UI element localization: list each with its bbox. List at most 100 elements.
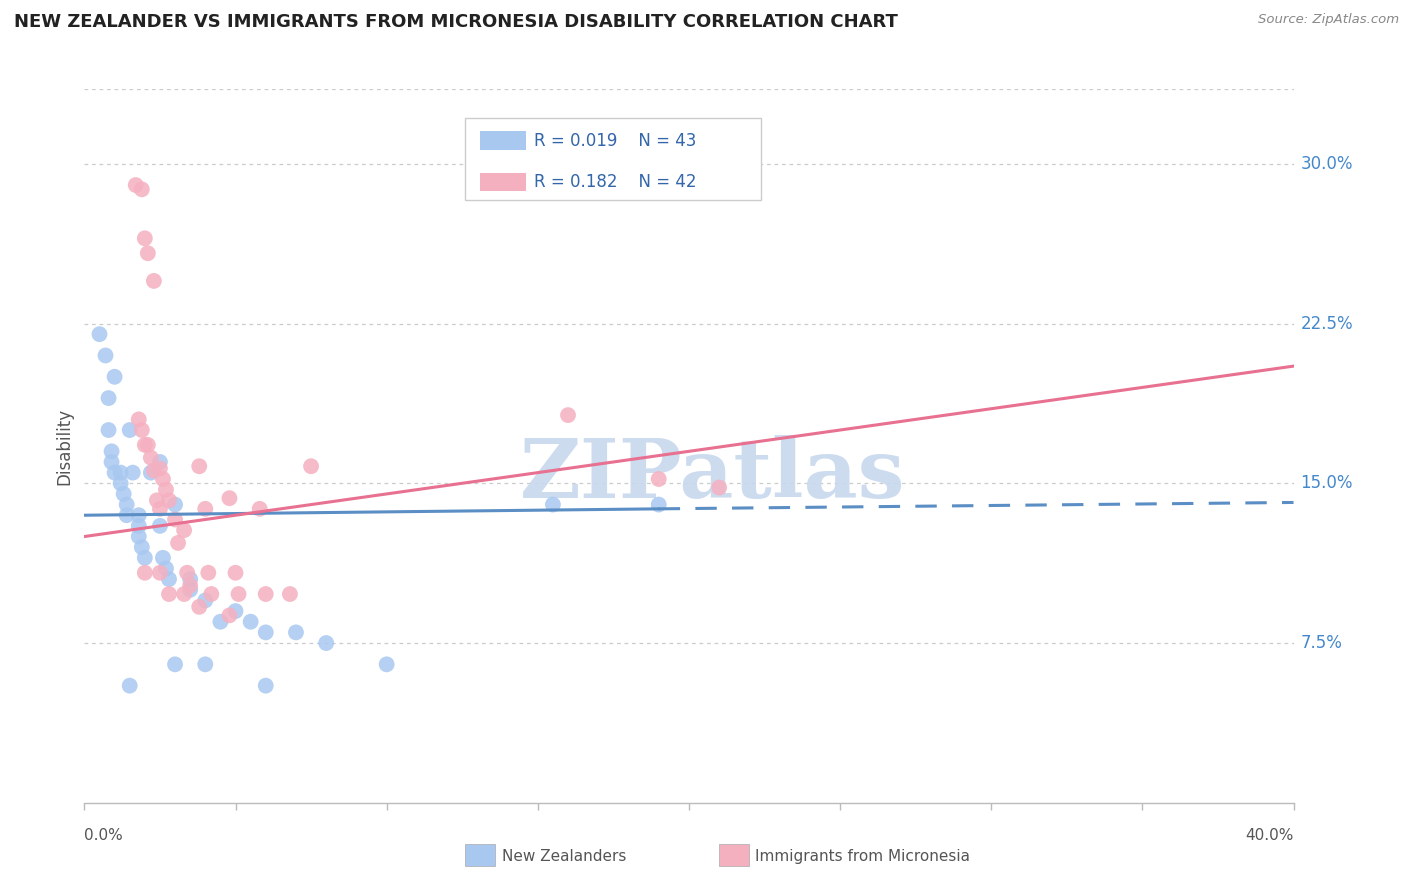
Text: 22.5%: 22.5% — [1301, 315, 1353, 333]
Point — [149, 501, 172, 516]
Text: New Zealanders: New Zealanders — [502, 849, 626, 863]
Point — [218, 608, 240, 623]
Point — [131, 540, 153, 554]
Point — [157, 493, 180, 508]
Point — [134, 550, 156, 565]
Text: ZIPatlas: ZIPatlas — [520, 434, 905, 515]
Text: 30.0%: 30.0% — [1301, 154, 1353, 173]
Point — [225, 566, 247, 580]
Y-axis label: Disability: Disability — [55, 408, 73, 484]
Point — [128, 519, 150, 533]
Point — [142, 274, 165, 288]
Point — [188, 459, 211, 474]
Point — [194, 593, 217, 607]
Point — [149, 455, 172, 469]
Point — [134, 231, 156, 245]
Point — [173, 587, 195, 601]
Point — [209, 615, 232, 629]
Text: R = 0.019    N = 43: R = 0.019 N = 43 — [534, 132, 696, 150]
Point — [254, 679, 277, 693]
Text: R = 0.182    N = 42: R = 0.182 N = 42 — [534, 173, 696, 191]
FancyBboxPatch shape — [720, 844, 749, 865]
Point — [218, 491, 240, 506]
Text: 15.0%: 15.0% — [1301, 475, 1353, 492]
FancyBboxPatch shape — [465, 844, 495, 865]
Point — [104, 466, 127, 480]
FancyBboxPatch shape — [465, 118, 762, 200]
Point — [152, 550, 174, 565]
Point — [163, 657, 186, 672]
Point — [647, 498, 671, 512]
Point — [128, 508, 150, 523]
Text: NEW ZEALANDER VS IMMIGRANTS FROM MICRONESIA DISABILITY CORRELATION CHART: NEW ZEALANDER VS IMMIGRANTS FROM MICRONE… — [14, 13, 898, 31]
Point — [110, 476, 132, 491]
Point — [136, 438, 159, 452]
Point — [179, 578, 201, 592]
Text: Immigrants from Micronesia: Immigrants from Micronesia — [755, 849, 970, 863]
Point — [139, 450, 162, 465]
Point — [118, 679, 141, 693]
Point — [284, 625, 308, 640]
Point — [200, 587, 222, 601]
Point — [197, 566, 219, 580]
Point — [557, 408, 579, 422]
Point — [149, 519, 172, 533]
Point — [167, 536, 190, 550]
Point — [146, 493, 169, 508]
Point — [163, 512, 186, 526]
Point — [115, 508, 138, 523]
Point — [136, 246, 159, 260]
Point — [188, 599, 211, 614]
Point — [104, 369, 127, 384]
Point — [152, 472, 174, 486]
Point — [125, 178, 148, 192]
Point — [179, 582, 201, 597]
Point — [225, 604, 247, 618]
Point — [155, 561, 177, 575]
Point — [299, 459, 322, 474]
Point — [112, 487, 135, 501]
Text: 7.5%: 7.5% — [1301, 634, 1343, 652]
Point — [176, 566, 198, 580]
Point — [97, 391, 120, 405]
Point — [139, 466, 162, 480]
Point — [163, 498, 186, 512]
FancyBboxPatch shape — [479, 131, 526, 150]
Point — [254, 587, 277, 601]
FancyBboxPatch shape — [479, 173, 526, 191]
Point — [194, 657, 217, 672]
Point — [94, 349, 117, 363]
Text: 0.0%: 0.0% — [84, 828, 124, 843]
Point — [249, 501, 271, 516]
Point — [228, 587, 250, 601]
Point — [97, 423, 120, 437]
Point — [155, 483, 177, 497]
Point — [128, 529, 150, 543]
Text: 40.0%: 40.0% — [1246, 828, 1294, 843]
Point — [239, 615, 262, 629]
Point — [149, 461, 172, 475]
Point — [110, 466, 132, 480]
Point — [709, 481, 731, 495]
Point — [128, 412, 150, 426]
Point — [100, 455, 122, 469]
Point — [134, 566, 156, 580]
Point — [541, 498, 564, 512]
Point — [149, 566, 172, 580]
Text: Source: ZipAtlas.com: Source: ZipAtlas.com — [1258, 13, 1399, 27]
Point — [278, 587, 301, 601]
Point — [157, 572, 180, 586]
Point — [173, 523, 195, 537]
Point — [131, 423, 153, 437]
Point — [131, 182, 153, 196]
Point — [194, 501, 217, 516]
Point — [134, 438, 156, 452]
Point — [375, 657, 398, 672]
Point — [142, 463, 165, 477]
Point — [315, 636, 337, 650]
Point — [157, 587, 180, 601]
Point — [115, 498, 138, 512]
Point — [121, 466, 143, 480]
Point — [647, 472, 671, 486]
Point — [89, 327, 111, 342]
